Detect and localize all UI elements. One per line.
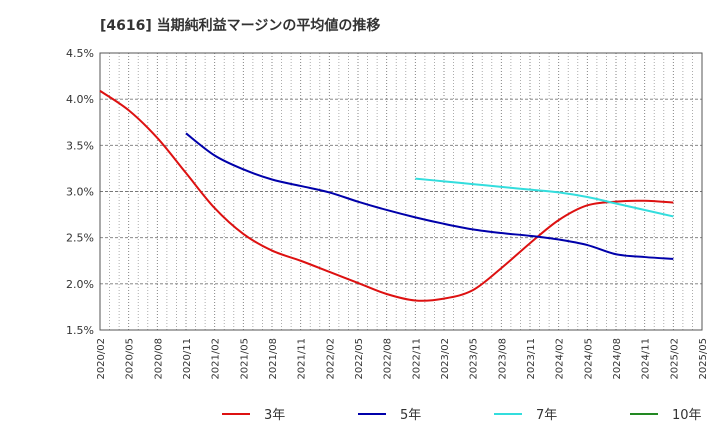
x-tick-label: 2021/02 <box>211 338 222 380</box>
x-tick-label: 2022/08 <box>383 338 394 380</box>
x-tick-label: 2024/02 <box>555 338 566 380</box>
legend-item-1: 3年 <box>222 408 285 423</box>
x-tick-label: 2022/02 <box>325 338 336 380</box>
x-tick-label: 2023/11 <box>526 338 537 380</box>
x-tick-label: 2025/02 <box>669 338 680 380</box>
x-tick-label: 2023/02 <box>440 338 451 380</box>
x-tick-label: 2024/11 <box>641 338 652 380</box>
x-tick-label: 2021/11 <box>297 338 308 380</box>
y-tick-label: 1.5% <box>66 324 94 337</box>
x-tick-label: 2020/02 <box>96 338 107 380</box>
x-tick-label: 2020/05 <box>125 338 136 380</box>
y-tick-label: 3.0% <box>66 186 94 199</box>
legend-item-4: 10年 <box>630 408 702 423</box>
series-line-1 <box>99 90 674 302</box>
x-tick-label: 2021/05 <box>239 338 250 380</box>
x-tick-label: 2025/05 <box>698 338 709 380</box>
series-line-3 <box>415 177 674 218</box>
legend: 3年 5年 7年 10年 <box>222 408 702 423</box>
series-lines <box>99 90 674 302</box>
legend-label: 10年 <box>672 408 702 423</box>
axes: 1.5% 2.0% 2.5% 3.0% 3.5% 4.0% 4.5% 2020/02 2020/… <box>66 47 709 380</box>
x-tick-label: 2021/08 <box>268 338 279 380</box>
x-tick-label: 2024/05 <box>583 338 594 380</box>
x-tick-label: 2020/08 <box>153 338 164 380</box>
y-tick-label: 4.0% <box>66 93 94 106</box>
x-tick-label: 2020/11 <box>182 338 193 380</box>
x-tick-label: 2022/11 <box>411 338 422 380</box>
legend-label: 5年 <box>400 408 421 423</box>
legend-item-3: 7年 <box>494 408 557 423</box>
y-tick-label: 2.5% <box>66 232 94 245</box>
plot-frame <box>99 52 703 331</box>
series-line-2 <box>185 132 674 260</box>
chart-title: [4616] 当期純利益マージンの平均値の推移 <box>100 17 380 34</box>
x-tick-label: 2023/08 <box>497 338 508 380</box>
x-tick-label: 2023/05 <box>469 338 480 380</box>
y-tick-label: 4.5% <box>66 47 94 60</box>
x-tick-label: 2022/05 <box>354 338 365 380</box>
y-tick-label: 2.0% <box>66 278 94 291</box>
y-tick-label: 3.5% <box>66 139 94 152</box>
legend-label: 3年 <box>264 408 285 423</box>
x-tick-label: 2024/08 <box>612 338 623 380</box>
legend-item-2: 5年 <box>358 408 421 423</box>
grid-lines <box>99 52 703 331</box>
legend-label: 7年 <box>536 408 557 423</box>
